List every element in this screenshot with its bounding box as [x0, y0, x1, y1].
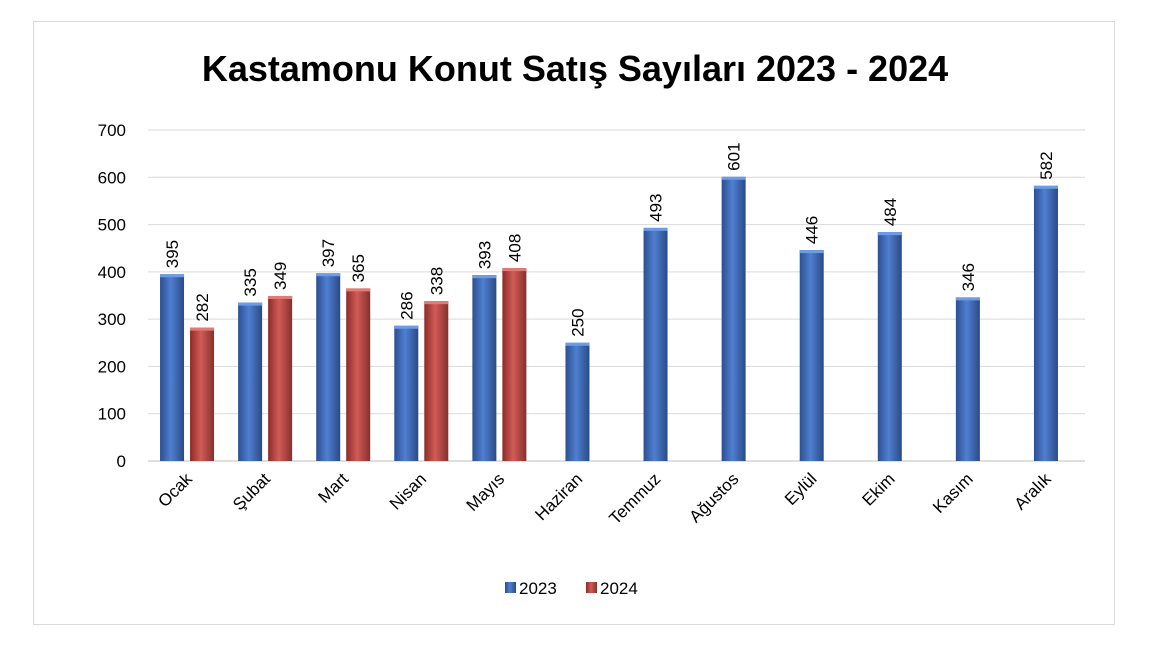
bar-top-2023	[1033, 185, 1058, 189]
x-tick-label: Mart	[315, 469, 353, 507]
x-tick-label: Temmuz	[606, 469, 665, 528]
bar-top-2023	[394, 325, 419, 329]
bar-top-2023	[643, 227, 668, 231]
y-axis: 0 100 200 300 400 500 600 700	[98, 121, 126, 471]
bar-2023	[472, 275, 497, 461]
data-label-2024: 408	[505, 234, 524, 262]
bar-top-2024	[190, 327, 215, 331]
data-labels: 395 282 335 349 397 365 286 338 393 408 250 493 601 4…	[163, 142, 1056, 336]
bar-top-2023	[316, 273, 341, 277]
x-tick-label: Şubat	[229, 469, 274, 514]
x-tick-label: Aralık	[1011, 469, 1056, 514]
data-label-2023: 393	[475, 241, 494, 269]
bar-2023	[160, 274, 185, 461]
bars	[160, 176, 1058, 461]
gridlines	[148, 129, 1085, 462]
data-label-2024: 349	[271, 262, 290, 290]
bar-top-2024	[268, 295, 293, 299]
data-label-2024: 365	[349, 254, 368, 282]
bar-2024	[424, 301, 449, 461]
data-label-2023: 346	[959, 263, 978, 291]
bar-2024	[268, 295, 293, 461]
bar-2023	[565, 342, 590, 461]
bar-2023	[877, 232, 902, 461]
bar-2024	[502, 268, 527, 461]
data-label-2023: 493	[647, 194, 666, 222]
bar-2023	[394, 325, 419, 461]
bar-2024	[346, 288, 371, 461]
data-label-2024: 282	[193, 293, 212, 321]
bar-2023	[799, 250, 824, 461]
legend: 2023 2024	[505, 579, 638, 598]
bar-top-2023	[799, 250, 824, 254]
data-label-2023: 582	[1037, 151, 1056, 179]
x-axis: Ocak Şubat Mart Nisan Mayıs Haziran Temmuz Ağus…	[154, 469, 1055, 528]
y-tick-label: 500	[98, 216, 126, 235]
bar-top-2023	[565, 342, 590, 346]
bar-top-2023	[472, 275, 497, 279]
chart-title: Kastamonu Konut Satış Sayıları 2023 - 20…	[202, 48, 948, 89]
bar-top-2024	[424, 301, 449, 305]
y-tick-label: 300	[98, 310, 126, 329]
data-label-2024: 338	[427, 267, 446, 295]
bar-top-2023	[721, 176, 746, 180]
data-label-2023: 395	[163, 240, 182, 268]
data-label-2023: 335	[241, 268, 260, 296]
bar-top-2024	[346, 288, 371, 292]
bar-2023	[721, 176, 746, 461]
bar-top-2023	[877, 232, 902, 236]
data-label-2023: 286	[397, 291, 416, 319]
legend-label-2023: 2023	[519, 579, 557, 598]
legend-swatch-2023	[505, 582, 516, 593]
bar-2023	[1033, 185, 1058, 461]
bar-top-2023	[955, 297, 980, 301]
x-tick-label: Ocak	[154, 469, 196, 511]
y-tick-label: 100	[98, 405, 126, 424]
bar-2023	[238, 302, 263, 461]
data-label-2023: 601	[725, 142, 744, 170]
bar-2023	[643, 227, 668, 461]
y-tick-label: 600	[98, 168, 126, 187]
legend-swatch-2024	[586, 582, 597, 593]
x-tick-label: Nisan	[386, 469, 430, 513]
data-label-2023: 446	[803, 216, 822, 244]
bar-top-2024	[502, 268, 527, 272]
y-tick-label: 0	[117, 452, 126, 471]
data-label-2023: 250	[568, 308, 587, 336]
x-tick-label: Haziran	[531, 469, 586, 524]
bar-top-2023	[238, 302, 263, 306]
y-tick-label: 200	[98, 357, 126, 376]
bar-top-2023	[160, 274, 185, 278]
x-tick-label: Kasım	[929, 469, 977, 517]
x-tick-label: Mayıs	[463, 469, 508, 514]
chart-frame	[33, 21, 1115, 625]
x-tick-label: Ağustos	[686, 469, 743, 526]
x-tick-label: Ekim	[858, 469, 898, 509]
legend-label-2024: 2024	[600, 579, 638, 598]
bar-2023	[316, 273, 341, 461]
data-label-2023: 484	[881, 198, 900, 226]
y-tick-label: 700	[98, 121, 126, 140]
bar-2024	[190, 327, 215, 461]
bar-2023	[955, 297, 980, 461]
y-tick-label: 400	[98, 263, 126, 282]
x-tick-label: Eylül	[781, 469, 820, 508]
data-label-2023: 397	[319, 239, 338, 267]
